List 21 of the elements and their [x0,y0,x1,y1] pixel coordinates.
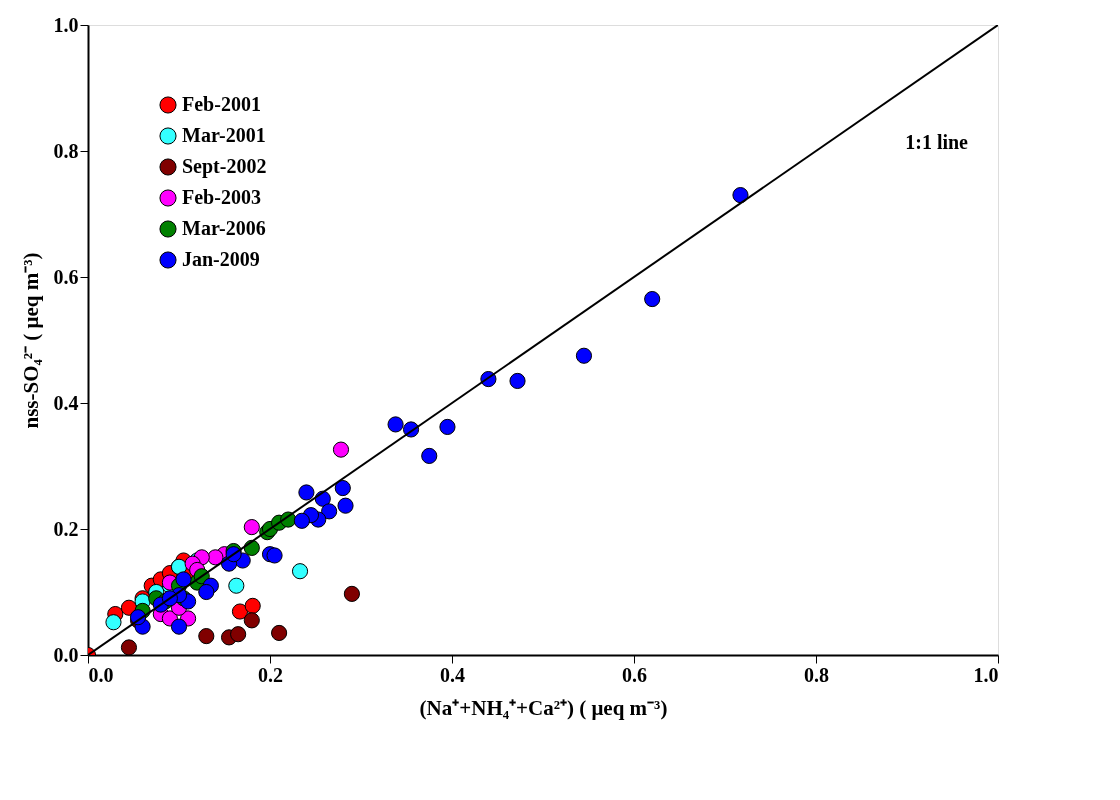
y-axis-title: nss-SO₄²⁻ ( μeq m⁻³) [18,252,43,429]
legend-label: Sept-2002 [182,155,267,178]
legend-label: Mar-2006 [182,217,266,239]
x-tick-label: 0.0 [88,663,114,686]
y-tick-label: 0.8 [53,139,79,162]
legend-label: Mar-2001 [182,124,266,146]
x-axis-title: (Na⁺+NH₄⁺+Ca²⁺) ( μeq m⁻³) [419,695,668,720]
legend-label: Feb-2003 [182,186,261,208]
y-tick-label: 0.0 [53,643,79,666]
x-tick-label: 0.8 [804,663,829,686]
y-tick-label: 1.0 [53,13,79,36]
legend-label: Jan-2009 [182,248,260,270]
y-tick-label: 0.2 [53,517,79,540]
x-tick-label: 0.2 [258,663,283,686]
y-tick-label: 0.6 [53,265,79,288]
x-tick-label: 1.0 [973,663,999,686]
x-tick-label: 0.4 [440,663,465,686]
x-tick-label: 0.6 [622,663,647,686]
legend-label: Feb-2001 [182,93,261,115]
y-tick-label: 0.4 [53,391,79,414]
annotation: 1:1 line [905,131,969,153]
